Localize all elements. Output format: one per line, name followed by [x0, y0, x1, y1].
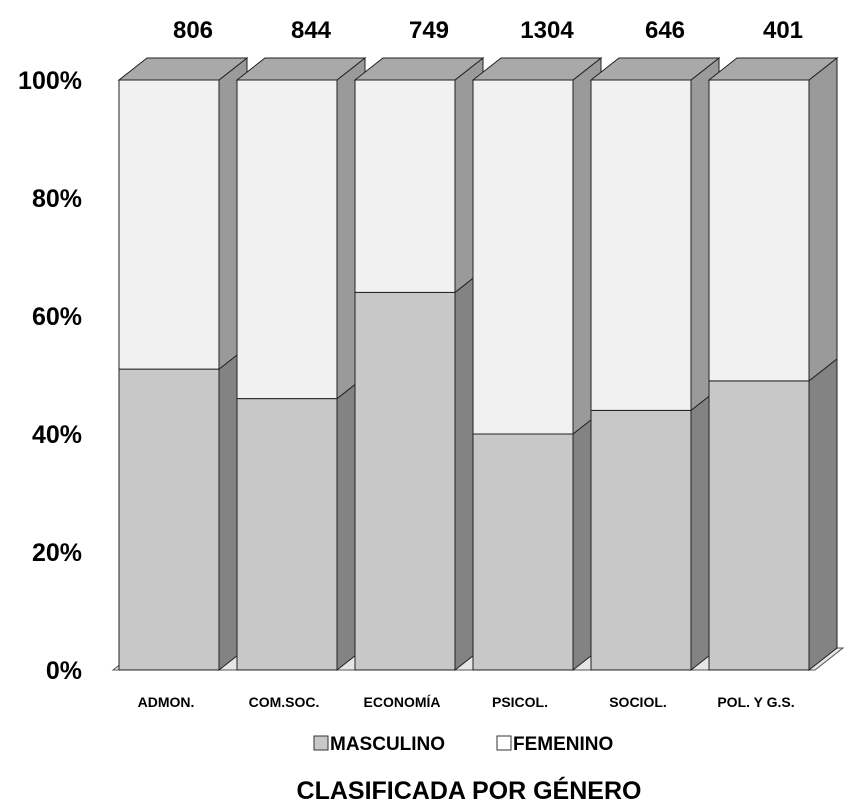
- bar-masculino-front: [708, 380, 810, 671]
- bar-masculino-front: [236, 398, 338, 671]
- x-tick-label: ADMON.: [138, 694, 195, 710]
- bar-femenino-front: [354, 79, 456, 293]
- legend-label-masculino: MASCULINO: [330, 734, 445, 755]
- bar-femenino-front: [472, 79, 574, 435]
- bar-masculino-front: [118, 368, 220, 671]
- bar-top: [471, 57, 603, 81]
- bar-top: [589, 57, 721, 81]
- bar-masculino-front: [354, 291, 456, 671]
- x-tick-label: ECONOMÍA: [364, 694, 441, 710]
- total-labels: 806 844 749 1304 646 401: [173, 17, 803, 44]
- bar-femenino-front: [236, 79, 338, 400]
- bar-femenino-front: [590, 79, 692, 411]
- total-label: 806: [173, 17, 213, 44]
- bar-masculino-front: [472, 433, 574, 671]
- x-tick-label: COM.SOC.: [249, 694, 320, 710]
- chart-title: CLASIFICADA POR GÉNERO: [297, 776, 642, 805]
- total-label: 646: [645, 17, 685, 44]
- y-tick-label: 80%: [32, 185, 82, 213]
- bar-masculino-side: [808, 357, 838, 672]
- bar-femenino-side: [808, 56, 838, 382]
- bar-femenino-front: [708, 79, 810, 382]
- bar-top: [707, 57, 839, 81]
- total-label: 1304: [520, 17, 574, 44]
- legend-swatch-femenino: [496, 735, 512, 751]
- y-tick-label: 40%: [32, 421, 82, 449]
- x-tick-label: PSICOL.: [492, 694, 548, 710]
- legend-swatch-masculino: [313, 735, 329, 751]
- legend: MASCULINO FEMENINO: [313, 734, 613, 755]
- x-tick-label: POL. Y G.S.: [717, 694, 794, 710]
- x-tick-label: SOCIOL.: [609, 694, 667, 710]
- y-axis-ticks: 0% 20% 40% 60% 80% 100%: [18, 67, 82, 685]
- bar-top: [353, 57, 485, 81]
- y-tick-label: 60%: [32, 303, 82, 331]
- y-tick-label: 0%: [46, 657, 82, 685]
- total-label: 844: [291, 17, 332, 44]
- total-label: 401: [763, 17, 803, 44]
- x-axis-ticks: ADMON. COM.SOC. ECONOMÍA PSICOL. SOCIOL. POL.…: [138, 694, 795, 710]
- legend-label-femenino: FEMENINO: [513, 734, 613, 755]
- y-tick-label: 100%: [18, 67, 82, 95]
- bar-masculino-front: [590, 409, 692, 671]
- bar-top: [235, 57, 367, 81]
- total-label: 749: [409, 17, 449, 44]
- bars: [111, 56, 844, 672]
- bar-femenino-front: [118, 79, 220, 370]
- y-tick-label: 20%: [32, 539, 82, 567]
- bar-top: [117, 57, 249, 81]
